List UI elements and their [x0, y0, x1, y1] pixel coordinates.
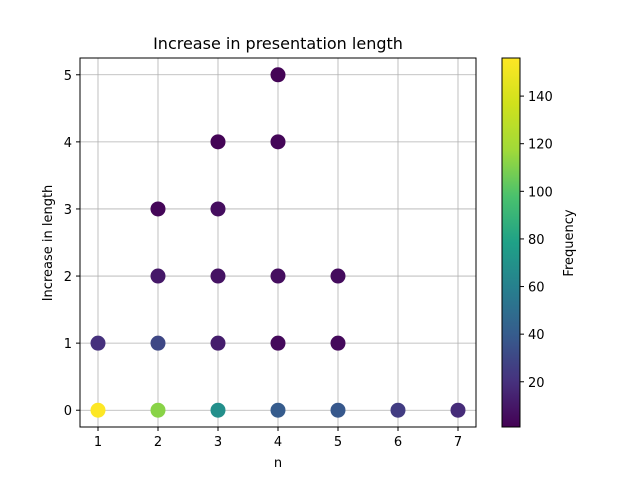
y-tick-label: 5 [64, 69, 72, 84]
colorbar-tick-label: 20 [528, 376, 545, 391]
y-tick-label: 1 [64, 337, 72, 352]
colorbar-tick-label: 80 [528, 233, 545, 248]
scatter-point [270, 134, 286, 150]
x-tick-label: 5 [334, 435, 342, 450]
colorbar-tick-label: 60 [528, 281, 545, 296]
scatter-point [210, 335, 226, 351]
colorbar-tick-label: 120 [528, 138, 553, 153]
y-tick-label: 4 [64, 136, 72, 151]
x-tick-label: 7 [454, 435, 462, 450]
scatter-point [150, 268, 166, 284]
colorbar-tick-label: 140 [528, 90, 553, 105]
colorbar [501, 57, 521, 428]
x-tick-label: 2 [154, 435, 162, 450]
x-tick-label: 3 [214, 435, 222, 450]
scatter-point [330, 335, 346, 351]
data-points [90, 67, 466, 418]
y-tick-label: 3 [64, 203, 72, 218]
scatter-point [210, 201, 226, 217]
grid-lines [80, 58, 476, 427]
scatter-point [450, 402, 466, 418]
y-tick-label: 0 [64, 404, 72, 419]
scatter-point [150, 402, 166, 418]
colorbar-tick-label: 40 [528, 328, 545, 343]
colorbar-tick-label: 100 [528, 185, 553, 200]
x-axis-label: n [274, 456, 282, 471]
colorbar-ticks: 20 40 60 80 100 120 140 [520, 90, 553, 391]
scatter-point [210, 134, 226, 150]
scatter-point [270, 268, 286, 284]
scatter-point [330, 402, 346, 418]
scatter-point [270, 402, 286, 418]
x-tick-label: 1 [94, 435, 102, 450]
scatter-point [390, 402, 406, 418]
colorbar-label: Frequency [562, 209, 577, 276]
axis-ticks: 1 2 3 4 5 6 7 0 1 2 3 4 5 [64, 69, 462, 450]
x-tick-label: 4 [274, 435, 282, 450]
scatter-point [90, 402, 106, 418]
y-axis-label: Increase in length [41, 185, 56, 302]
scatter-point [150, 201, 166, 217]
scatter-point [330, 268, 346, 284]
scatter-point [270, 67, 286, 83]
scatter-point [150, 335, 166, 351]
scatter-point [210, 268, 226, 284]
scatter-point [270, 335, 286, 351]
x-tick-label: 6 [394, 435, 402, 450]
chart-title: Increase in presentation length [153, 34, 403, 53]
y-tick-label: 2 [64, 270, 72, 285]
scatter-point [90, 335, 106, 351]
scatter-point [210, 402, 226, 418]
